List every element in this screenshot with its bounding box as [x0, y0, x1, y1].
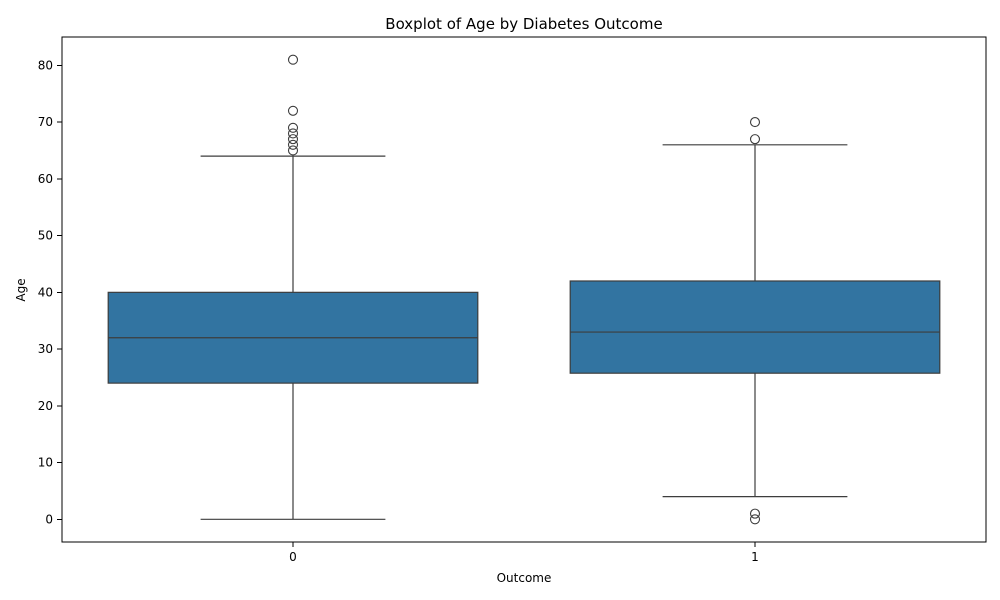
outlier-point	[749, 117, 761, 128]
plot-frame	[61, 36, 987, 543]
outlier-point	[287, 105, 299, 116]
outlier-point	[287, 54, 299, 65]
y-axis: 0 10 20 30 40 50 60 70 80	[38, 58, 62, 526]
y-tick-label: 40	[38, 285, 53, 299]
outlier-point	[749, 508, 761, 519]
outlier-point	[749, 514, 761, 525]
chart-title: Boxplot of Age by Diabetes Outcome	[385, 15, 662, 33]
boxes-layer	[107, 54, 941, 525]
outlier-point	[287, 139, 299, 150]
y-tick-label: 70	[38, 115, 53, 129]
y-tick-label: 30	[38, 342, 53, 356]
iqr-box	[569, 280, 941, 374]
outlier-point	[287, 128, 299, 139]
y-axis-label: Age	[14, 278, 28, 301]
box-group-1	[569, 117, 941, 525]
x-tick-label: 1	[751, 550, 759, 564]
x-tick-label: 0	[289, 550, 297, 564]
box-group-0	[107, 54, 479, 520]
y-tick-label: 20	[38, 399, 53, 413]
y-tick-label: 0	[45, 512, 53, 526]
y-tick-label: 60	[38, 172, 53, 186]
outlier-point	[287, 145, 299, 156]
x-axis-label: Outcome	[497, 571, 552, 585]
outlier-point	[287, 134, 299, 145]
y-tick-label: 80	[38, 58, 53, 72]
y-tick-label: 10	[38, 456, 53, 470]
y-tick-label: 50	[38, 229, 53, 243]
outlier-point	[749, 134, 761, 145]
outlier-point	[287, 122, 299, 133]
